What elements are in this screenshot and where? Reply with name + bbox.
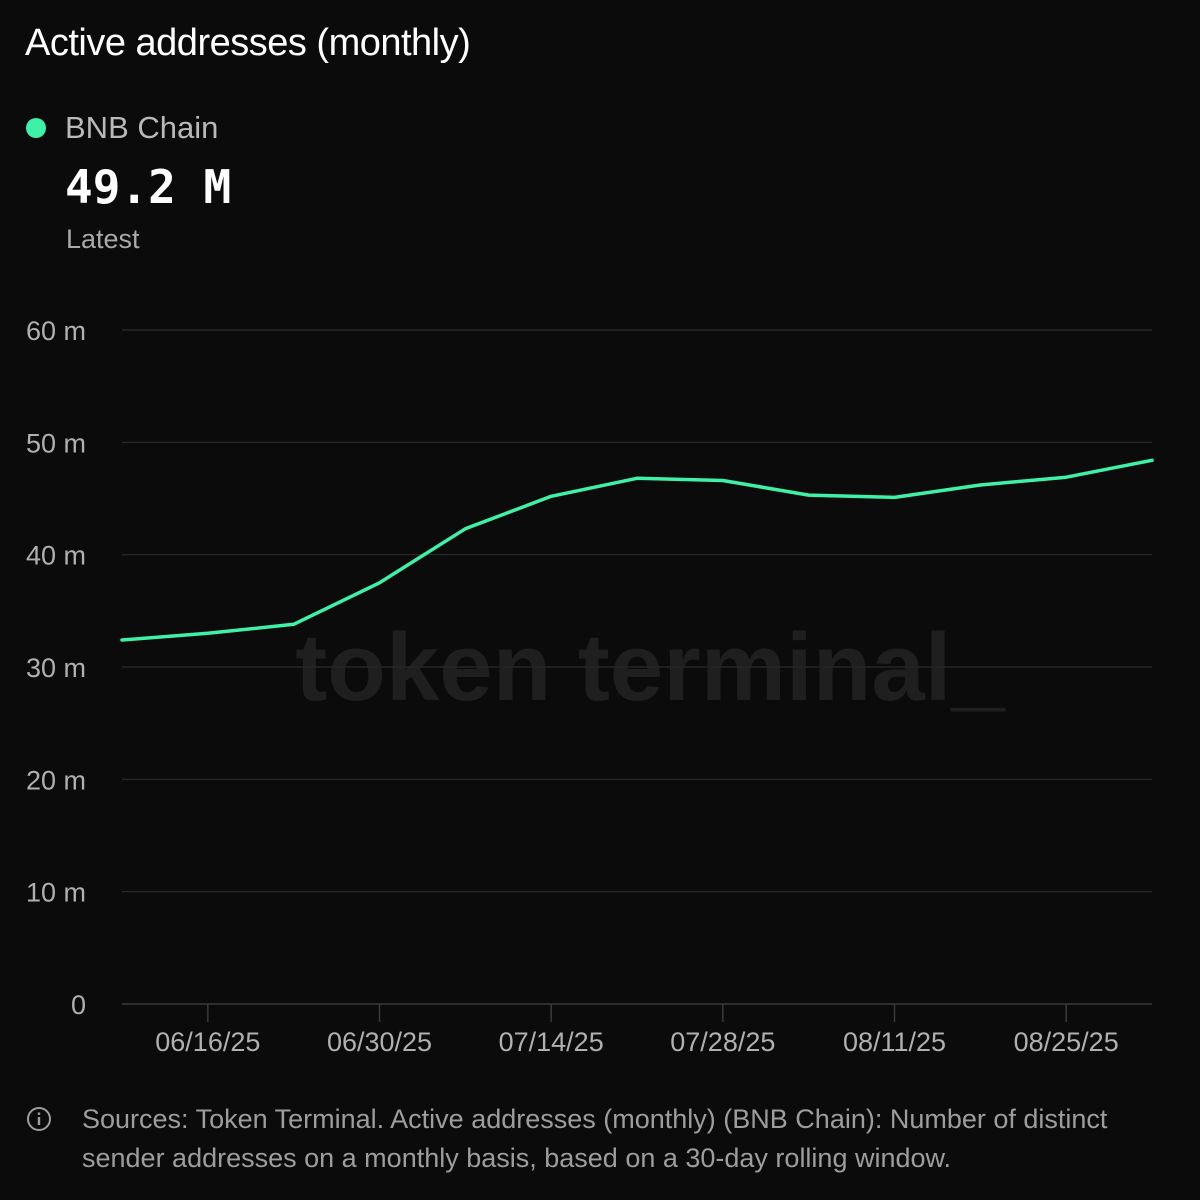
footer: Sources: Token Terminal. Active addresse… [26, 1100, 1176, 1178]
legend: BNB Chain [26, 108, 218, 148]
y-tick-label: 30 m [26, 653, 86, 683]
latest-label: Latest [66, 224, 140, 254]
y-axis-ticks: 0 10 m 20 m 30 m 40 m 50 m 60 m [26, 316, 86, 1020]
x-tick-label: 08/11/25 [843, 1027, 946, 1057]
series-layer [120, 458, 1154, 642]
latest-value: 49.2 M [65, 160, 232, 214]
y-tick-label: 10 m [26, 878, 86, 908]
line-chart: token terminal_ 010 m20 m30 m40 m50 m60 … [26, 316, 1154, 1057]
source-footnote: Sources: Token Terminal. Active addresse… [82, 1104, 1108, 1173]
x-tick-label: 07/28/25 [670, 1027, 775, 1057]
grid-lines [122, 329, 1152, 1005]
legend-dot-icon [26, 118, 46, 138]
series-line-bnb-chain [120, 458, 1154, 642]
chart-title: Active addresses (monthly) [25, 22, 471, 64]
legend-series-name: BNB Chain [65, 110, 219, 145]
x-tick-label: 07/14/25 [499, 1027, 604, 1057]
y-tick-label: 60 m [26, 316, 86, 346]
y-tick-label: 20 m [26, 765, 86, 795]
x-axis-ticks: 06/16/25 06/30/25 07/14/25 07/28/25 08/11/25… [155, 1004, 1119, 1057]
x-tick-label: 08/25/25 [1014, 1027, 1119, 1057]
info-icon [27, 1107, 51, 1131]
y-tick-label: 0 [71, 990, 86, 1020]
x-tick-label: 06/16/25 [155, 1027, 260, 1057]
x-tick-label: 06/30/25 [327, 1027, 432, 1057]
y-tick-label: 50 m [26, 428, 86, 458]
y-tick-label: 40 m [26, 541, 86, 571]
